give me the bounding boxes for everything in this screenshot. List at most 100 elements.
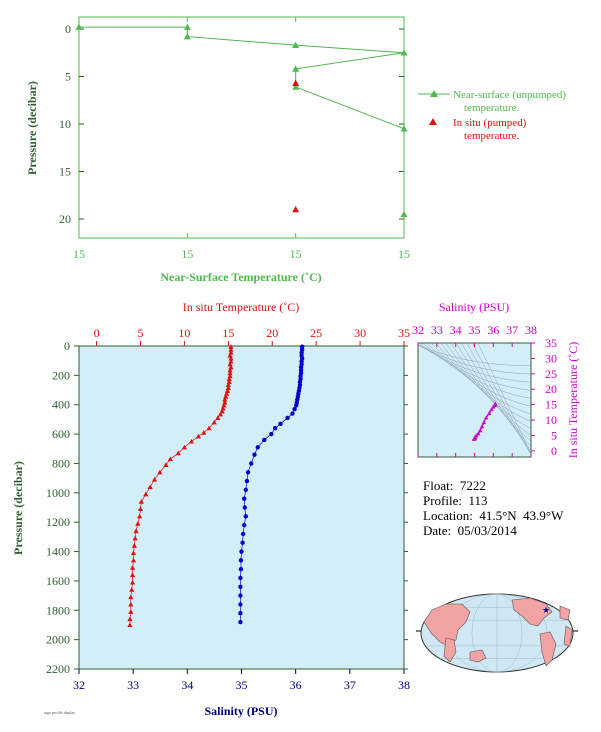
density-contour [455,343,531,447]
landmass-africa-east [563,625,573,647]
landmass-africa [443,637,457,663]
ts-point [471,436,477,441]
ts-temperature-tick-label: 0 [551,444,557,458]
temperature-point [128,609,134,614]
temperature-point [222,399,228,405]
density-contour [430,343,531,415]
world-map: ★ [416,593,578,673]
salinity-point [244,478,250,484]
temperature-tick-label: 35 [398,326,410,340]
landmass-australia [469,649,487,663]
temperature-point [151,477,158,482]
landmass-north-america [511,597,553,627]
temperature-tick-label: 30 [354,326,366,340]
temperature-axis-title: In situ Temperature (˚C) [183,300,300,314]
temperature-point [228,344,234,349]
temperature-point [228,364,234,370]
salinity-tick-label: 33 [127,678,139,692]
salinity-tick-label: 34 [181,678,193,692]
unpumped-temperature-point [292,83,300,90]
ts-salinity-tick-label: 35 [469,323,481,337]
salinity-point [292,406,297,412]
pressure-tick-label: 1800 [46,603,70,617]
y-tick-label: 20 [59,212,71,226]
ts-y-label: In situ Temperature (˚C) [566,342,580,459]
ts-point [483,415,489,420]
profile-date: Date: 05/03/2014 [423,523,517,538]
pressure-tick-label: 1600 [46,574,70,588]
density-contour [466,343,531,455]
profile-number: Profile: 113 [423,493,488,508]
temperature-point [201,430,207,435]
pumped-temperature-point [292,206,300,213]
pumped-temperature-point [292,79,300,86]
unpumped-temperature-line [79,26,405,215]
temperature-point [129,565,136,570]
ts-temperature-tick-label: 15 [545,398,557,412]
map-land [423,597,573,667]
salinity-tick-label: 32 [73,678,85,692]
temperature-point [129,572,136,578]
salinity-point [249,461,254,466]
unpumped-temperature-point [75,23,83,30]
salinity-tick-label: 38 [398,678,410,692]
temperature-point [129,587,135,592]
temperature-point [128,594,134,600]
salinity-point [242,496,247,501]
ts-salinity-tick-label: 36 [487,323,499,337]
temperature-point [228,355,234,361]
unpumped-temperature-point [292,41,300,48]
salinity-point [285,415,290,421]
temperature-point [130,550,137,556]
salinity-point [272,426,278,431]
near-surface-y-label: Pressure (decibar) [25,81,39,175]
ts-salinity-tick-label: 38 [525,323,537,337]
temperature-point [137,513,143,519]
density-contour [461,343,531,452]
temperature-point [188,438,195,444]
salinity-point [240,540,245,545]
ts-point [479,424,485,429]
temperature-point [215,415,221,421]
temperature-point [137,506,144,512]
temperature-point [130,557,137,563]
temperature-point [223,394,229,399]
density-contour [477,343,531,455]
float-id: Float: 7222 [423,478,486,493]
salinity-point [238,584,243,589]
temperature-point [219,408,225,414]
salinity-point [269,431,274,437]
salinity-point [290,411,295,416]
temperature-tick-label: 5 [137,326,143,340]
landmass-asia-europe [423,603,471,647]
pressure-tick-label: 200 [52,368,70,382]
ts-title: Salinity (PSU) [439,300,509,314]
temperature-point [227,361,233,367]
temperature-point [127,622,133,628]
salinity-point [255,445,260,450]
pressure-tick-label: 1000 [46,486,70,500]
ts-salinity-tick-label: 33 [431,323,443,337]
near-surface-x-label: Near-Surface Temperature (˚C) [160,270,321,284]
salinity-tick-label: 37 [344,678,356,692]
ts-series [471,401,498,441]
temperature-tick-label: 20 [266,326,278,340]
salinity-point [245,470,251,475]
ts-salinity-axis: 32 33 34 35 36 37 38 [412,323,537,457]
profile-plot-area [78,345,405,670]
profile-chart: 0 5 10 15 20 25 30 35 32 33 34 35 36 37 38 0 200 400 600… [11,300,410,718]
ts-salinity-tick-label: 34 [450,323,462,337]
salinity-tick-label: 36 [290,678,302,692]
temperature-point [195,433,202,439]
temperature-point [221,402,227,408]
temperature-tick-label: 25 [310,326,322,340]
near-surface-plot-frame [78,16,405,239]
density-contour [418,343,531,391]
salinity-point [238,558,244,563]
temperature-point [163,462,169,468]
y-tick-label: 0 [65,22,71,36]
temperature-point [228,347,234,352]
near-surface-legend: Near-surface (unpumped) temperature. In … [418,89,566,142]
ts-temperature-tick-label: 10 [545,413,557,427]
temperature-axis: 0 5 10 15 20 25 30 35 [94,326,410,346]
